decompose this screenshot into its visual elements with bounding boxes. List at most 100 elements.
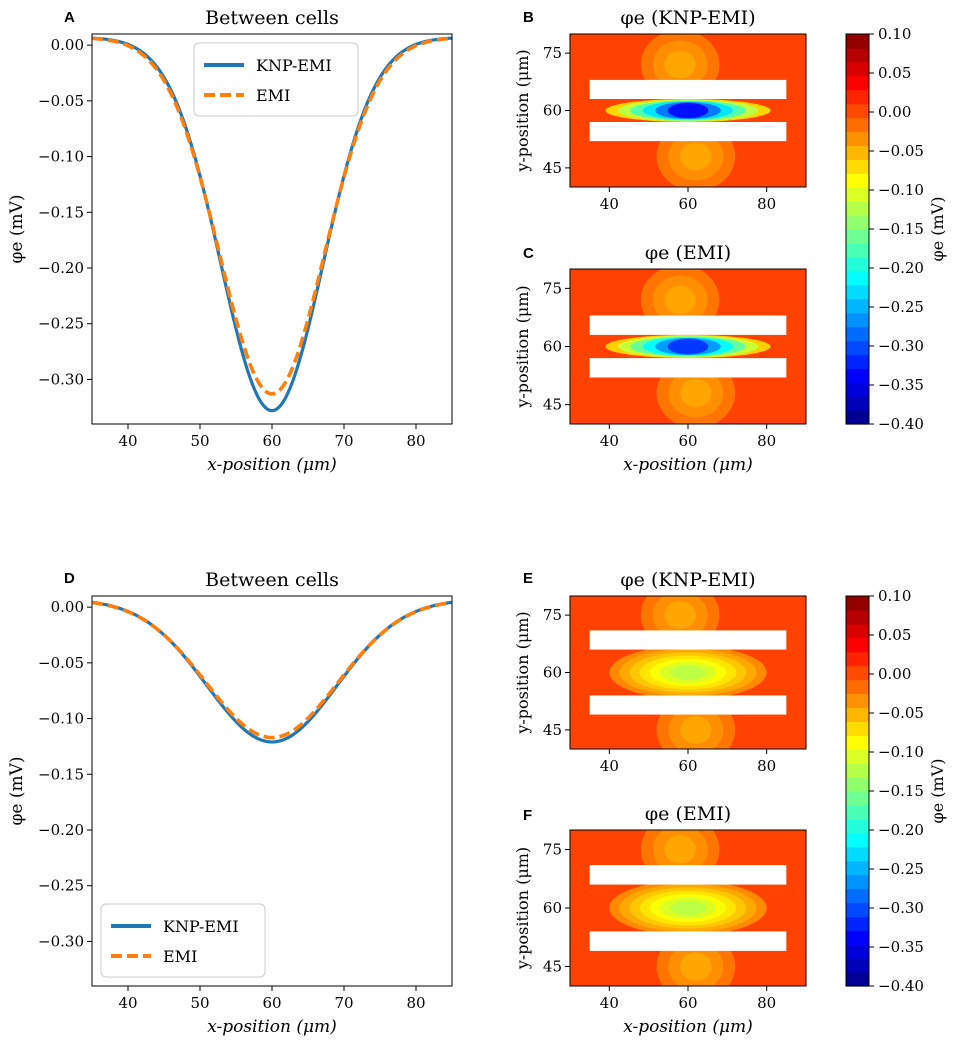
colorbar-tick-label: −0.15: [878, 782, 924, 800]
y-tick-label: 0.00: [51, 598, 84, 616]
colorbar-band: [846, 34, 869, 49]
legend: KNP-EMI EMI: [193, 42, 359, 117]
panel-letter: E: [523, 570, 533, 587]
y-tick-label: −0.05: [38, 654, 84, 672]
colorbar-band: [846, 117, 869, 133]
potential-contour: [680, 716, 712, 744]
chart-title: φe (KNP-EMI): [620, 569, 755, 591]
colorbar-band: [846, 61, 869, 77]
colorbar-band: [846, 242, 869, 258]
x-tick-label: 40: [600, 195, 619, 213]
colorbar-tick-label: −0.35: [878, 938, 924, 956]
potential-contour: [664, 601, 696, 629]
colorbar-band: [846, 707, 869, 722]
colorbar-band: [846, 103, 869, 119]
colorbar-band: [846, 916, 869, 931]
colorbar-tick-label: 0.00: [878, 665, 911, 683]
legend-label: KNP-EMI: [256, 56, 332, 75]
y-tick-label: −0.30: [38, 932, 84, 950]
colorbar-tick-label: 0.05: [878, 64, 911, 82]
x-axis-label: x-position (μm): [623, 1017, 753, 1037]
colorbar-tick-label: 0.00: [878, 103, 911, 121]
panel-letter: B: [523, 9, 534, 26]
y-tick-label: −0.30: [38, 370, 84, 388]
y-tick-label: 75: [543, 841, 562, 859]
colorbar-band: [846, 326, 869, 342]
colorbar-tick-label: −0.30: [878, 337, 924, 355]
colorbar-tick-label: −0.10: [878, 743, 924, 761]
x-tick-label: 40: [600, 757, 619, 775]
y-tick-label: −0.15: [38, 765, 84, 783]
potential-field: [570, 269, 806, 424]
y-axis-label: y-position (μm): [513, 611, 532, 734]
panel-letter: D: [64, 570, 75, 587]
colorbar-band: [846, 972, 869, 987]
potential-field: [570, 596, 806, 749]
colorbar-tick-label: 0.10: [878, 587, 911, 605]
colorbar-label: φe (mV): [928, 197, 947, 262]
colorbar-band: [846, 749, 869, 764]
colorbar-band: [846, 382, 869, 397]
colorbar-band: [846, 804, 869, 820]
colorbar-band: [846, 131, 869, 147]
colorbar-tick-label: −0.15: [878, 220, 924, 238]
x-tick-label: 60: [262, 432, 281, 450]
chart-title: φe (KNP-EMI): [620, 7, 755, 29]
x-tick-label: 80: [757, 195, 776, 213]
colorbar-band: [846, 89, 869, 105]
colorbar-band: [846, 368, 869, 383]
colorbar-band: [846, 679, 869, 695]
potential-contour: [667, 102, 709, 119]
y-tick-label: −0.10: [38, 710, 84, 728]
x-tick-label: 70: [334, 994, 353, 1012]
x-tick-label: 80: [757, 994, 776, 1012]
x-tick-label: 40: [118, 432, 137, 450]
potential-contour: [680, 379, 712, 407]
x-tick-label: 50: [190, 432, 209, 450]
colorbar-tick-label: −0.20: [878, 821, 924, 839]
colorbar-band: [846, 354, 869, 369]
colorbar-tick-label: −0.35: [878, 376, 924, 394]
y-tick-label: 0.00: [51, 36, 84, 54]
chart-title: φe (EMI): [645, 803, 731, 825]
cell-body: [589, 695, 787, 715]
colorbar-band: [846, 763, 869, 778]
y-tick-label: −0.25: [38, 877, 84, 895]
x-axis-label: x-position (μm): [623, 455, 753, 475]
x-tick-label: 40: [600, 432, 619, 450]
y-tick-label: 60: [543, 664, 562, 682]
colorbar-tick-label: −0.20: [878, 259, 924, 277]
legend-box: [100, 903, 266, 978]
x-tick-label: 50: [190, 994, 209, 1012]
x-tick-label: 80: [757, 432, 776, 450]
y-tick-label: −0.10: [38, 148, 84, 166]
y-tick-label: −0.25: [38, 315, 84, 333]
series-line-emi: [91, 36, 453, 396]
colorbar-band: [846, 818, 869, 834]
x-tick-label: 60: [262, 994, 281, 1012]
colorbar-band: [846, 229, 869, 244]
x-tick-label: 40: [600, 994, 619, 1012]
colorbar-band: [846, 159, 869, 174]
colorbar-band: [846, 735, 869, 750]
potential-contour: [664, 835, 696, 864]
line-panel-a: A Between cells 40 50 60 70 80 0.00 −0.05 −0.10 −0…: [7, 7, 453, 475]
colorbar-band: [846, 623, 869, 639]
potential-contour: [667, 338, 709, 355]
y-tick-label: −0.15: [38, 203, 84, 221]
colorbar-band: [846, 270, 869, 286]
x-axis-label: x-position (μm): [207, 455, 337, 475]
colorbar-band: [846, 396, 869, 411]
x-tick-label: 40: [118, 994, 137, 1012]
colorbar-band: [846, 874, 869, 890]
x-tick-label: 80: [406, 994, 425, 1012]
x-tick-label: 70: [334, 432, 353, 450]
colorbar-band: [846, 201, 869, 216]
colorbar-band: [846, 930, 869, 945]
potential-contour: [670, 900, 706, 916]
